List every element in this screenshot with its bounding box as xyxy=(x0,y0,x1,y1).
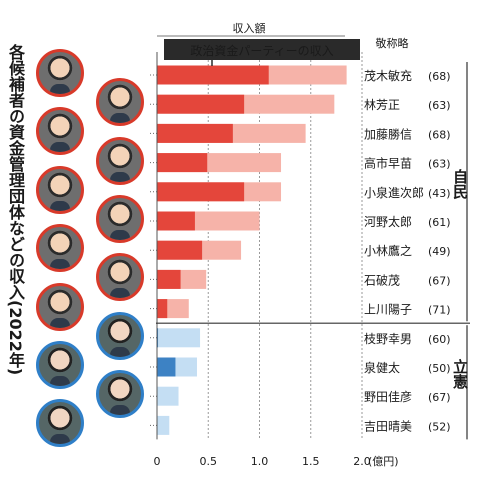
portrait-7 xyxy=(96,253,144,302)
candidate-age-11: (67) xyxy=(428,391,451,404)
x-tick-label-0: 0 xyxy=(154,455,161,468)
x-tick-label-1: 0.5 xyxy=(200,455,218,468)
candidate-age-6: (49) xyxy=(428,245,451,258)
candidate-age-8: (71) xyxy=(428,304,451,317)
column-header-total: 収入額 xyxy=(233,22,266,35)
portrait-3 xyxy=(96,136,144,185)
vertical-title: 各候補者の資金管理団体などの収入(2022年) xyxy=(6,44,25,376)
candidate-name-9: 枝野幸男 xyxy=(364,331,412,346)
bar-party-7 xyxy=(157,269,181,289)
bar-party-4 xyxy=(157,182,245,202)
bar-total-9 xyxy=(157,328,201,348)
candidate-name-7: 石破茂 xyxy=(364,272,400,287)
candidate-age-12: (52) xyxy=(428,420,451,433)
candidate-name-2: 加藤勝信 xyxy=(364,126,412,141)
portrait-2 xyxy=(36,107,84,156)
candidate-age-4: (43) xyxy=(428,187,451,200)
bar-party-1 xyxy=(157,94,245,114)
candidate-name-8: 上川陽子 xyxy=(364,303,412,317)
x-tick-label-4: 2.0 xyxy=(353,455,371,468)
candidate-name-4: 小泉進次郎 xyxy=(364,186,424,200)
candidate-age-5: (61) xyxy=(428,216,451,229)
bar-party-0 xyxy=(157,65,269,85)
candidate-name-12: 吉田晴美 xyxy=(364,419,412,433)
candidate-age-7: (67) xyxy=(428,274,451,287)
portrait-8 xyxy=(36,282,84,331)
legend-party-income: 政治資金パーティーの収入 xyxy=(190,43,333,58)
candidate-name-6: 小林鷹之 xyxy=(364,243,412,258)
portrait-5 xyxy=(96,195,144,243)
bar-party-2 xyxy=(157,123,233,143)
bar-total-11 xyxy=(157,386,179,406)
candidate-name-1: 林芳正 xyxy=(364,98,400,112)
portrait-0 xyxy=(36,49,84,97)
party-label-0: 自民 xyxy=(451,168,469,200)
portrait-10 xyxy=(36,341,84,389)
candidate-age-3: (63) xyxy=(428,158,451,171)
bar-party-8 xyxy=(157,299,168,319)
bar-total-12 xyxy=(157,415,170,435)
x-axis-unit: (億円) xyxy=(368,455,399,468)
candidate-age-1: (63) xyxy=(428,99,451,112)
candidate-name-10: 泉健太 xyxy=(364,360,400,375)
party-label-1: 立憲 xyxy=(451,358,469,390)
candidate-name-5: 河野太郎 xyxy=(364,214,412,229)
bar-party-3 xyxy=(157,153,208,173)
bar-party-5 xyxy=(157,211,195,231)
portrait-6 xyxy=(36,224,84,273)
bar-party-6 xyxy=(157,240,203,260)
bar-party-10 xyxy=(157,357,176,377)
x-tick-label-2: 1.0 xyxy=(251,455,269,468)
portrait-1 xyxy=(96,78,144,127)
candidate-name-0: 茂木敏充 xyxy=(364,68,412,83)
candidate-name-11: 野田佳彦 xyxy=(364,389,412,404)
portrait-11 xyxy=(96,370,144,419)
x-tick-label-3: 1.5 xyxy=(302,455,320,468)
portrait-9 xyxy=(96,311,144,360)
bar-party-9 xyxy=(157,328,159,348)
candidate-name-3: 高市早苗 xyxy=(364,156,412,171)
portrait-4 xyxy=(36,165,84,214)
portrait-12 xyxy=(36,399,84,448)
honorific-note: 敬称略 xyxy=(376,36,409,50)
legend-box xyxy=(164,39,360,60)
candidate-age-10: (50) xyxy=(428,362,451,375)
candidate-age-0: (68) xyxy=(428,70,451,83)
candidate-age-2: (68) xyxy=(428,128,451,141)
candidate-age-9: (60) xyxy=(428,333,451,346)
